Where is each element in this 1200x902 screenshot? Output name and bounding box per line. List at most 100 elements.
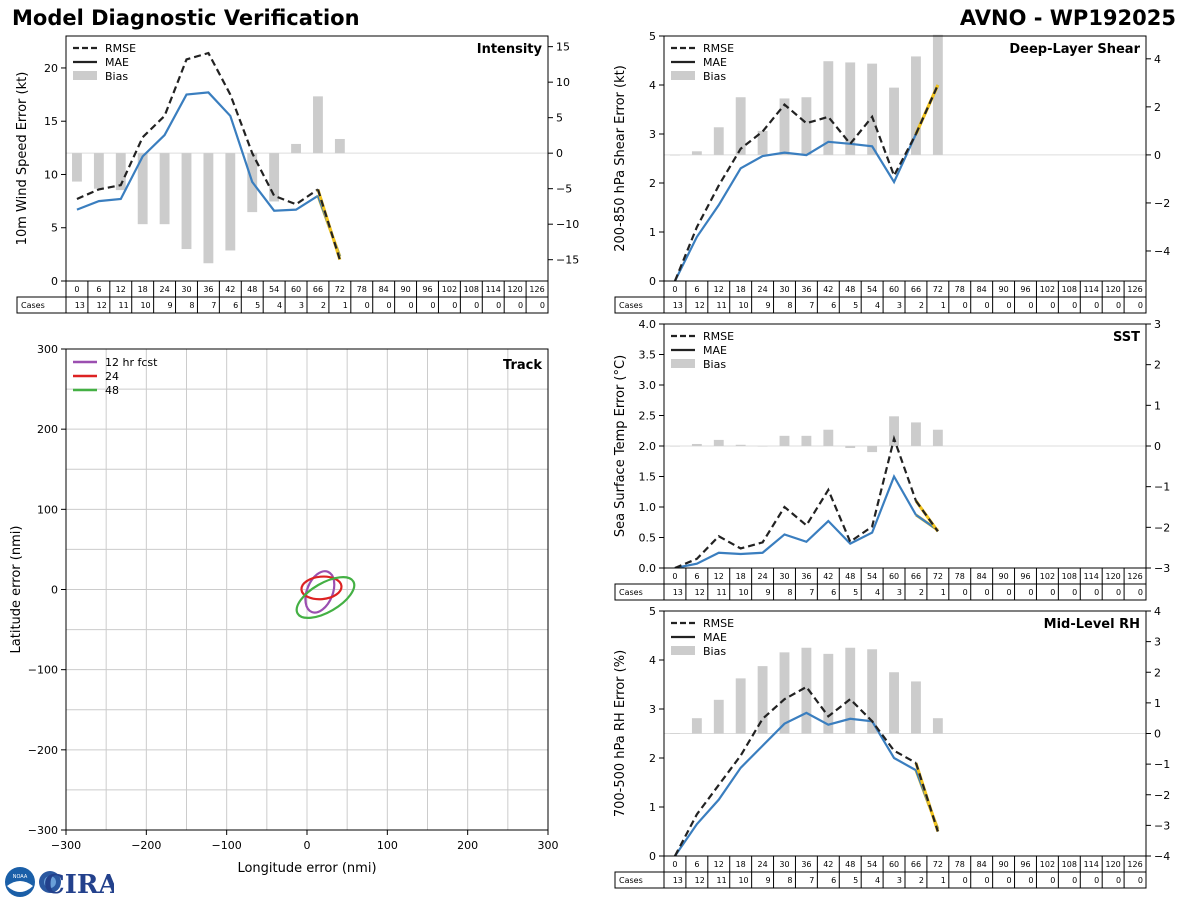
sst-hour-label: 24	[757, 572, 767, 581]
rh-case-count: 0	[1094, 876, 1099, 885]
sst-case-count: 0	[1094, 588, 1099, 597]
intensity-y2tick-label: −15	[556, 254, 579, 267]
intensity-hour-label: 48	[247, 285, 257, 294]
sst-cases-table: Cases01361212111810249308367426485544603…	[614, 567, 1147, 601]
sst-ytick-label: 2.0	[639, 440, 657, 453]
sst-case-count: 12	[695, 588, 705, 597]
rh-hour-label: 60	[889, 860, 899, 869]
shear-case-count: 0	[1094, 301, 1099, 310]
rh-hour-label: 42	[823, 860, 833, 869]
track-legend-label: 48	[105, 384, 119, 397]
rh-title: Mid-Level RH	[1044, 617, 1140, 632]
rh-bias-bar	[932, 718, 943, 734]
shear-hour-label: 126	[1127, 285, 1142, 294]
shear-hour-label: 36	[801, 285, 811, 294]
cira-logo-icon: CIRA	[39, 870, 119, 900]
intensity-legend-rmse-label: RMSE	[105, 42, 136, 55]
rh-hour-label: 90	[998, 860, 1008, 869]
sst-case-count: 0	[1028, 588, 1033, 597]
sst-case-count: 9	[765, 588, 770, 597]
rh-hour-label: 12	[714, 860, 724, 869]
sst-mae-line	[674, 473, 917, 570]
rh-bias-bar	[779, 652, 790, 734]
sst-legend-rmse-label: RMSE	[703, 330, 734, 343]
intensity-hour-label: 114	[486, 285, 501, 294]
sst-legend-mae-label: MAE	[703, 344, 727, 357]
shear-ytick-label: 4	[649, 79, 656, 92]
sst-bias-bar	[932, 429, 943, 446]
shear-case-count: 0	[1006, 301, 1011, 310]
track-ellipse-2	[295, 576, 356, 619]
intensity-y2tick-label: −10	[556, 218, 579, 231]
shear-y2tick-label: −2	[1154, 197, 1170, 210]
track-xtick-label: −300	[51, 839, 81, 852]
shear-hour-label: 108	[1062, 285, 1077, 294]
intensity-case-count: 0	[365, 301, 370, 310]
sst-bias-bar	[801, 435, 812, 446]
shear-hour-label: 96	[1020, 285, 1030, 294]
intensity-bias-bar	[269, 153, 280, 202]
shear-bias-bar	[779, 98, 790, 155]
rh-bias-bar	[670, 733, 680, 734]
rh-case-count: 13	[673, 876, 683, 885]
sst-case-count: 0	[1072, 588, 1077, 597]
shear-ytick-label: 5	[649, 30, 656, 43]
shear-hour-label: 24	[757, 285, 767, 294]
shear-ytick-label: 2	[649, 177, 656, 190]
shear-case-count: 4	[875, 301, 880, 310]
intensity-bias-bar	[225, 153, 236, 251]
track-legend-label: 12 hr fcst	[105, 356, 158, 369]
intensity-bias-bar	[291, 143, 301, 154]
rh-hour-label: 114	[1084, 860, 1099, 869]
sst-ytick-label: 4.0	[639, 318, 657, 331]
noaa-logo-text: NOAA	[13, 874, 28, 880]
rh-case-count: 0	[985, 876, 990, 885]
shear-bias-bar	[932, 34, 943, 155]
rh-case-count: 11	[717, 876, 727, 885]
sst-bias-bar	[779, 435, 790, 446]
sst-ytick-label: 0.5	[639, 532, 657, 545]
sst-hour-label: 60	[889, 572, 899, 581]
rh-case-count: 0	[1006, 876, 1011, 885]
track-ytick-label: 200	[37, 423, 58, 436]
rh-hour-label: 24	[757, 860, 767, 869]
shear-cases-table: Cases01361212111810249308367426485544603…	[614, 280, 1147, 314]
sst-hour-label: 90	[998, 572, 1008, 581]
sst-hour-label: 30	[779, 572, 789, 581]
shear-case-count: 5	[853, 301, 858, 310]
page-title: Model Diagnostic Verification	[12, 6, 360, 30]
shear-bias-bar	[823, 61, 834, 155]
sst-ytick-label: 0.0	[639, 562, 657, 575]
rh-case-count: 0	[1072, 876, 1077, 885]
intensity-bias-bar	[137, 153, 148, 225]
intensity-hour-label: 78	[357, 285, 367, 294]
sst-hour-label: 12	[714, 572, 724, 581]
track-ellipse-1	[300, 575, 343, 601]
sst-hour-label: 66	[911, 572, 921, 581]
rh-ytick-label: 0	[649, 850, 656, 863]
intensity-legend-bias-label: Bias	[105, 70, 128, 83]
intensity-case-count: 5	[255, 301, 260, 310]
rh-case-count: 3	[897, 876, 902, 885]
intensity-case-count: 13	[75, 301, 85, 310]
intensity-hour-label: 90	[400, 285, 410, 294]
shear-hour-label: 120	[1105, 285, 1120, 294]
intensity-case-count: 0	[540, 301, 545, 310]
shear-bias-bar	[801, 97, 812, 155]
sst-case-count: 10	[738, 588, 748, 597]
intensity-ytick-label: 0	[51, 275, 58, 288]
intensity-case-count: 9	[167, 301, 172, 310]
sst-case-count: 0	[1116, 588, 1121, 597]
intensity-ytick-label: 20	[44, 62, 58, 75]
sst-rmse-line	[674, 434, 917, 570]
rh-case-count: 0	[1116, 876, 1121, 885]
shear-rmse-line	[673, 103, 917, 282]
shear-case-count: 11	[717, 301, 727, 310]
intensity-case-count: 0	[496, 301, 501, 310]
intensity-hour-label: 0	[74, 285, 79, 294]
rh-case-count: 4	[875, 876, 880, 885]
